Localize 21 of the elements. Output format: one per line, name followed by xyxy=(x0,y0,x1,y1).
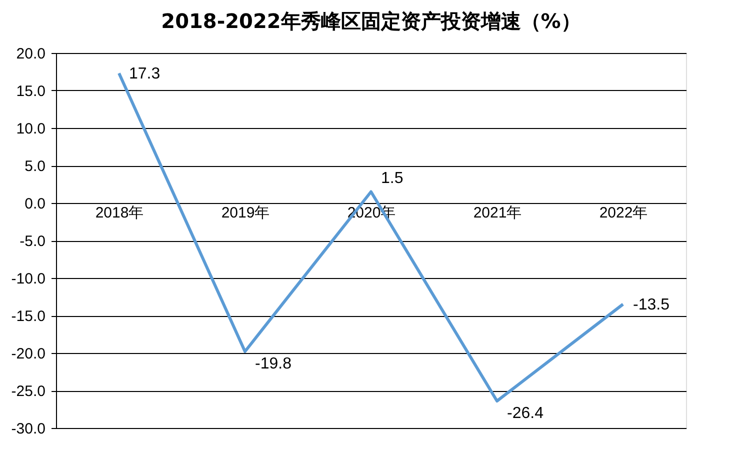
x-tick-label: 2022年 xyxy=(599,204,648,222)
data-label: 1.5 xyxy=(381,170,404,187)
x-tick-label: 2019年 xyxy=(221,204,270,222)
y-tick-label: 15.0 xyxy=(16,83,46,100)
data-label: -26.4 xyxy=(507,405,544,422)
y-tick-label: -20.0 xyxy=(11,346,46,362)
y-tick-label: 10.0 xyxy=(16,120,46,138)
y-tick-label: -25.0 xyxy=(11,383,46,400)
y-tick-label: -30.0 xyxy=(11,420,46,438)
chart-title: 2018-2022年秀峰区固定资产投资增速（%） xyxy=(161,9,581,33)
y-tick-label: 20.0 xyxy=(16,46,46,62)
y-tick-label: -10.0 xyxy=(11,270,46,288)
y-tick-label: -5.0 xyxy=(20,233,46,250)
data-label: -13.5 xyxy=(633,296,670,314)
x-tick-label: 2018年 xyxy=(95,204,144,222)
x-tick-label: 2021年 xyxy=(473,204,522,222)
y-tick-label: 5.0 xyxy=(24,158,46,175)
y-tick-label: -15.0 xyxy=(11,308,46,325)
data-label: -19.8 xyxy=(255,356,292,372)
y-tick-label: 0.0 xyxy=(24,196,46,212)
data-label: 17.3 xyxy=(129,65,160,82)
